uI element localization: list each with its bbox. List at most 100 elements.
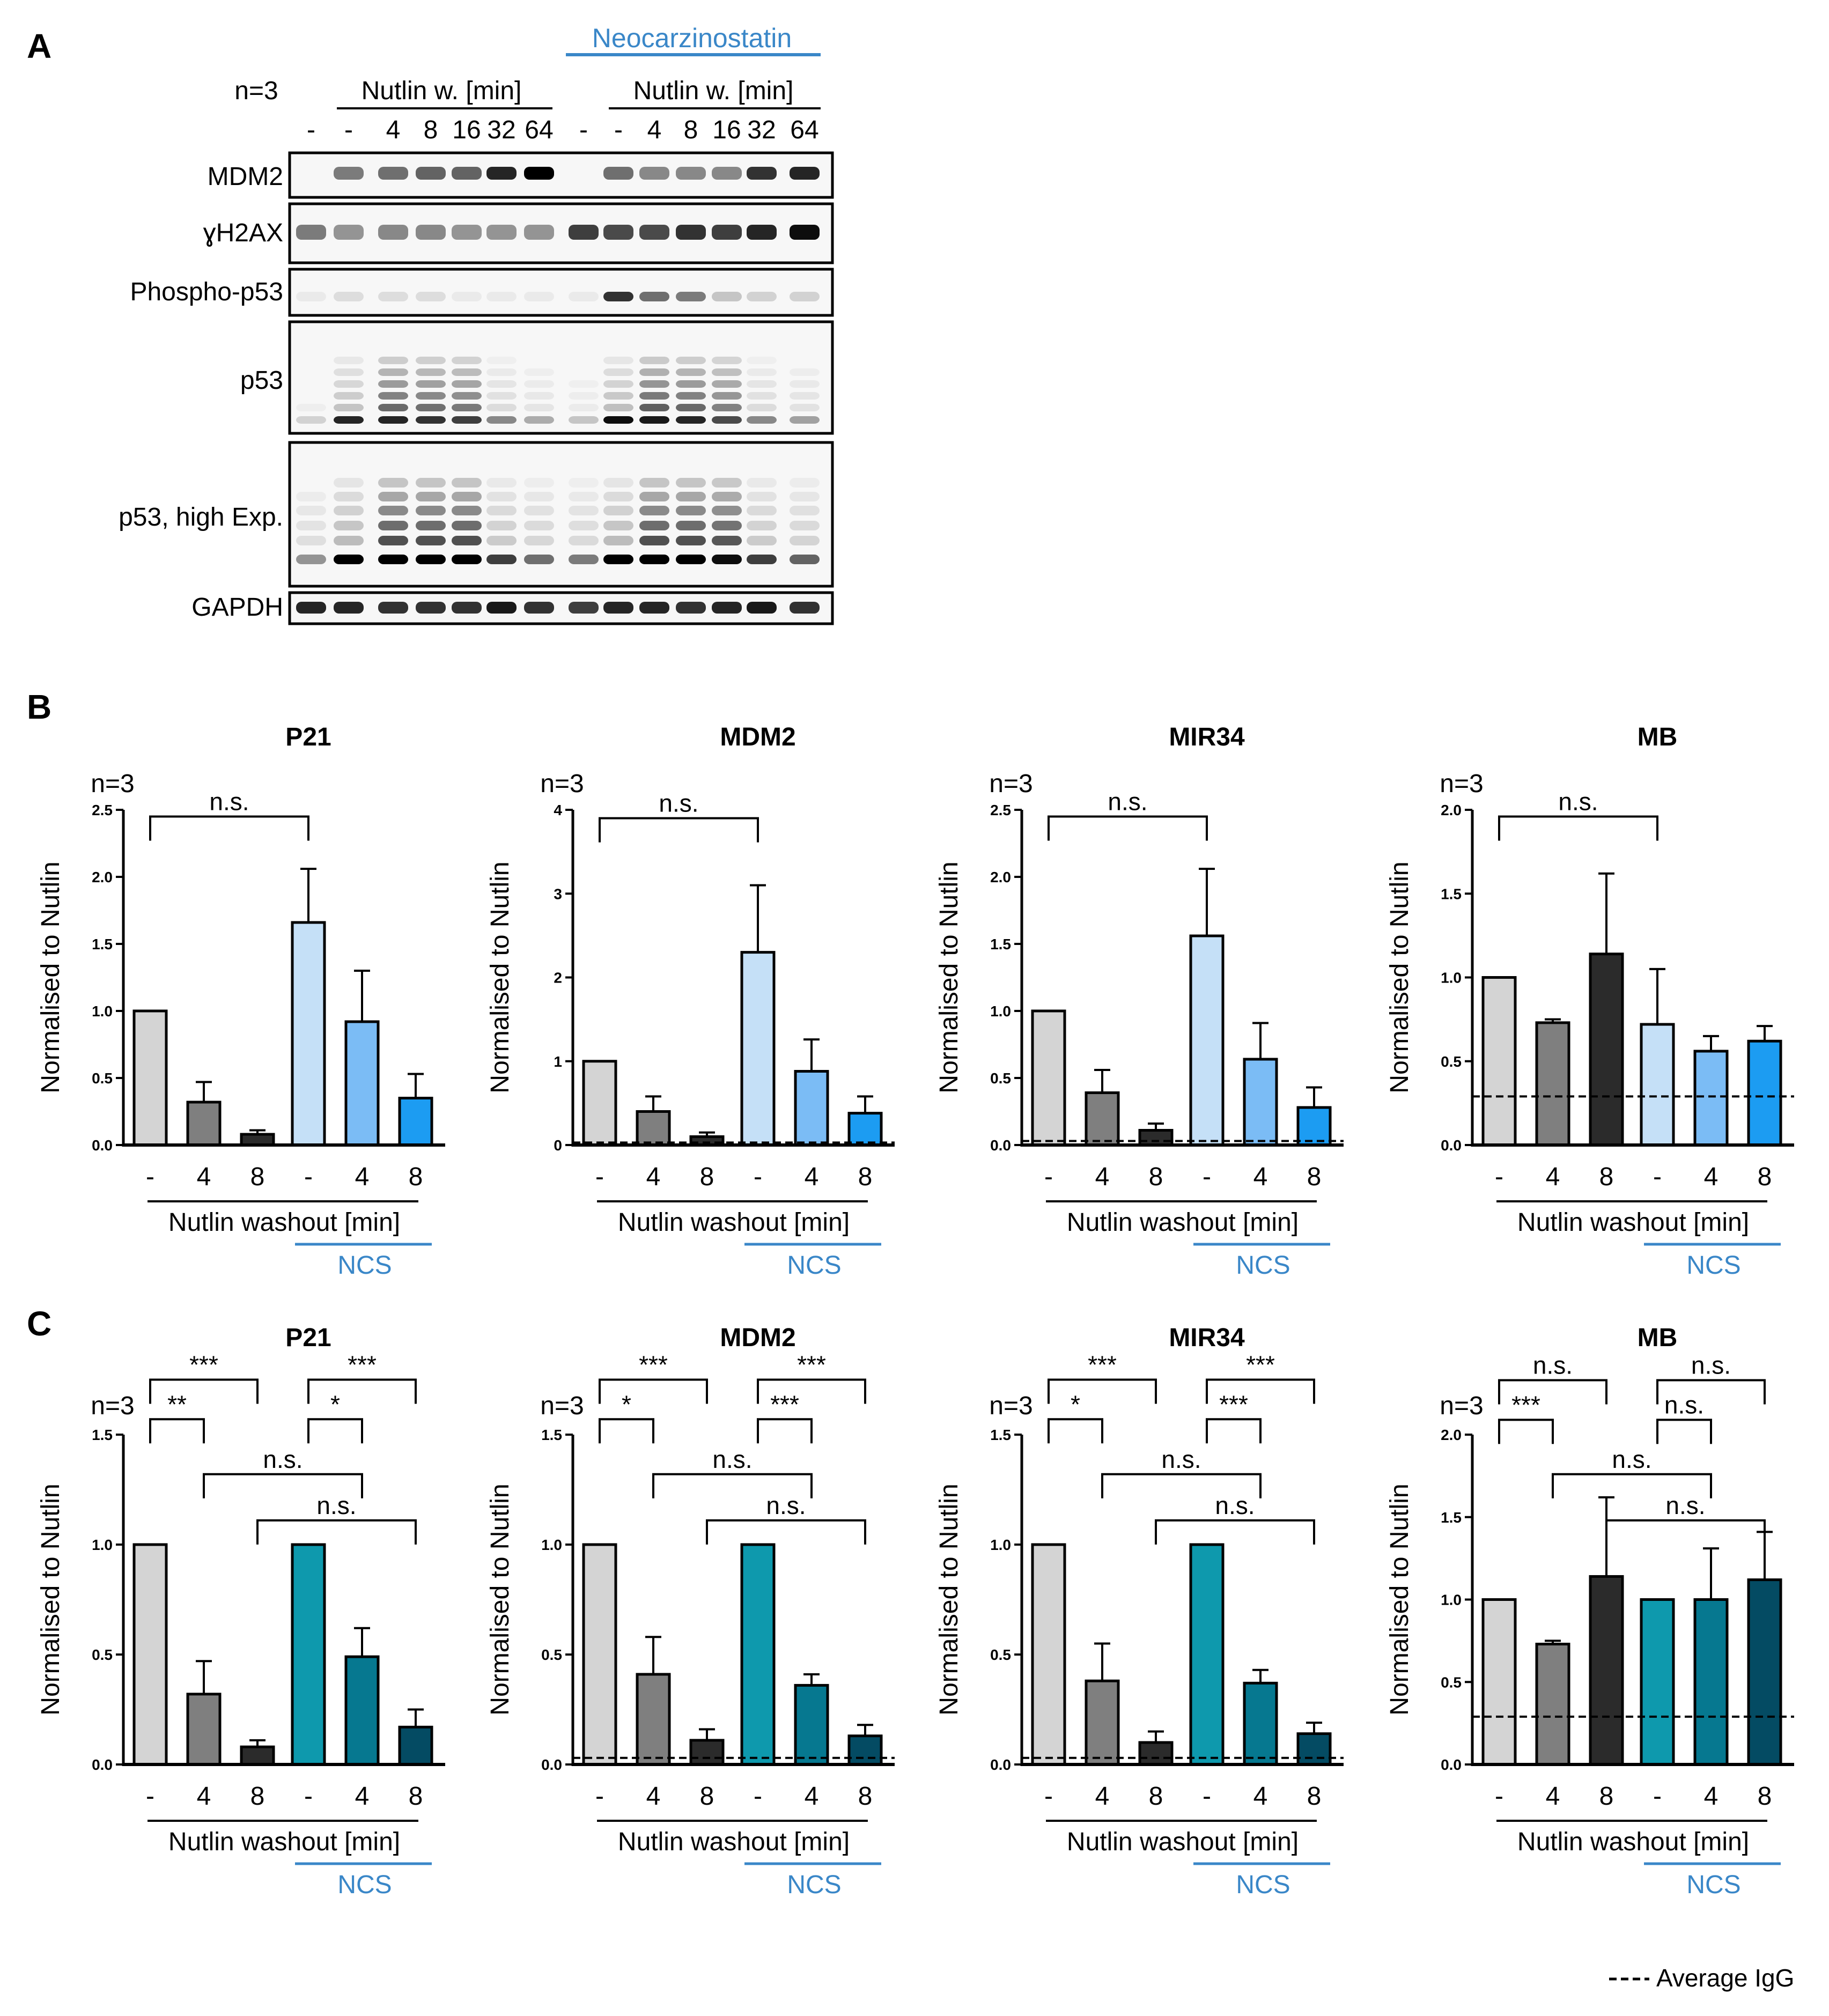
lane-label: 4 — [386, 116, 401, 144]
blot-band — [603, 492, 633, 501]
blot-band — [639, 404, 669, 411]
x-tick-label: 8 — [250, 1782, 265, 1811]
bar — [1535, 1021, 1570, 1147]
significance-bracket — [1048, 815, 1208, 841]
significance-label: n.s. — [1612, 1445, 1651, 1473]
blot-band — [486, 555, 517, 564]
blot-band — [452, 368, 482, 376]
y-tick-label: 0.5 — [541, 1646, 562, 1663]
chart-title: P21 — [285, 1324, 331, 1352]
blot-band — [747, 392, 777, 400]
x-tick-label: 4 — [197, 1782, 211, 1811]
blot-band — [416, 380, 446, 388]
panel-label-b: B — [27, 688, 51, 726]
blot-band — [569, 536, 599, 545]
blot-band — [296, 492, 326, 501]
significance-bracket — [757, 1378, 866, 1404]
chart-c-mb: MB n=3 0.0 0.5 1.0 1.5 2.0 Normalised to Nutlin… — [1385, 1324, 1794, 1899]
x-tick-label: 8 — [858, 1163, 873, 1191]
bar — [186, 1101, 222, 1147]
blot-band — [747, 167, 777, 180]
significance-label: n.s. — [209, 788, 249, 816]
x-tick-label: - — [1203, 1163, 1211, 1191]
blot-band — [639, 368, 669, 376]
significance-bracket — [599, 1418, 654, 1444]
blot-band — [676, 478, 706, 488]
significance-label: *** — [189, 1351, 218, 1379]
y-tick-label: 4 — [554, 802, 562, 818]
blot-band — [296, 521, 326, 530]
blot-band — [378, 225, 408, 240]
bar — [398, 1097, 433, 1147]
blot-band — [569, 555, 599, 564]
significance-bracket — [149, 815, 309, 841]
significance-bracket — [1206, 1378, 1315, 1404]
blot-band — [452, 380, 482, 388]
blot-band — [452, 602, 482, 614]
blot-band — [524, 368, 554, 376]
blot-band — [676, 404, 706, 411]
significance-bracket — [1498, 815, 1658, 841]
x-axis-label: Nutlin washout [min] — [1517, 1208, 1749, 1237]
chart-c-mdm2: MDM2 n=3 0.0 0.5 1.0 1.5 Normalised to Nutlin -… — [486, 1324, 895, 1899]
significance-bracket — [149, 1418, 205, 1444]
blot-band — [378, 555, 408, 564]
blot-band — [569, 506, 599, 515]
blot-band — [452, 536, 482, 545]
blot-band — [334, 404, 364, 411]
blot-band — [712, 368, 742, 376]
chart-n-label: n=3 — [1440, 1392, 1483, 1420]
y-tick-label: 0.5 — [1441, 1053, 1462, 1070]
blot-band — [676, 492, 706, 501]
x-tick-label: 8 — [1599, 1782, 1614, 1811]
blot-band — [712, 167, 742, 180]
blot-band — [712, 602, 742, 614]
significance-label: n.s. — [1108, 788, 1147, 816]
significance-label: * — [330, 1390, 340, 1418]
x-tick-label: 4 — [1704, 1163, 1719, 1191]
chart-c-mir34: MIR34 n=3 0.0 0.5 1.0 1.5 Normalised to Nutlin… — [935, 1324, 1344, 1899]
y-tick-label: 2.5 — [92, 802, 113, 818]
blot-band — [486, 368, 517, 376]
blot-band — [603, 357, 633, 364]
y-axis-label: Normalised to Nutlin — [1385, 861, 1414, 1093]
blot-band — [416, 292, 446, 301]
blot-band — [747, 416, 777, 424]
blot-band — [790, 506, 820, 515]
y-tick-label: 0 — [554, 1137, 562, 1154]
blot-band — [639, 602, 669, 614]
x-tick-label: 4 — [1546, 1782, 1560, 1811]
blot-band — [334, 416, 364, 424]
blot-band — [603, 555, 633, 564]
blot-band — [747, 492, 777, 501]
x-tick-label: 4 — [646, 1782, 661, 1811]
chart-title: MDM2 — [720, 1324, 795, 1352]
lane-label: 4 — [647, 116, 662, 144]
y-tick-label: 1.5 — [990, 1427, 1011, 1443]
x-tick-label: - — [146, 1782, 154, 1811]
blot-band — [524, 506, 554, 515]
significance-label: n.s. — [316, 1491, 356, 1519]
blot-band — [790, 492, 820, 501]
y-tick-label: 0.0 — [990, 1137, 1011, 1154]
x-tick-label: 4 — [355, 1163, 370, 1191]
x-tick-label: - — [1495, 1163, 1503, 1191]
blot-band — [296, 555, 326, 564]
x-tick-label: - — [1044, 1163, 1053, 1191]
y-tick-label: 0.0 — [1441, 1756, 1462, 1773]
y-tick-label: 0.0 — [1441, 1137, 1462, 1154]
significance-label: *** — [1088, 1351, 1117, 1379]
blot-band — [639, 357, 669, 364]
bar — [794, 1070, 829, 1147]
significance-label: n.s. — [1665, 1491, 1705, 1519]
bar — [1640, 1023, 1675, 1147]
y-tick-label: 0.0 — [541, 1756, 562, 1773]
blot-band — [639, 167, 669, 180]
blot-band — [296, 404, 326, 411]
significance-label: *** — [1219, 1390, 1248, 1418]
ncs-label: NCS — [1686, 1871, 1740, 1899]
blot-band — [524, 416, 554, 424]
bar — [1296, 1106, 1332, 1147]
y-axis-label: Normalised to Nutlin — [486, 861, 514, 1093]
blot-band — [524, 602, 554, 614]
